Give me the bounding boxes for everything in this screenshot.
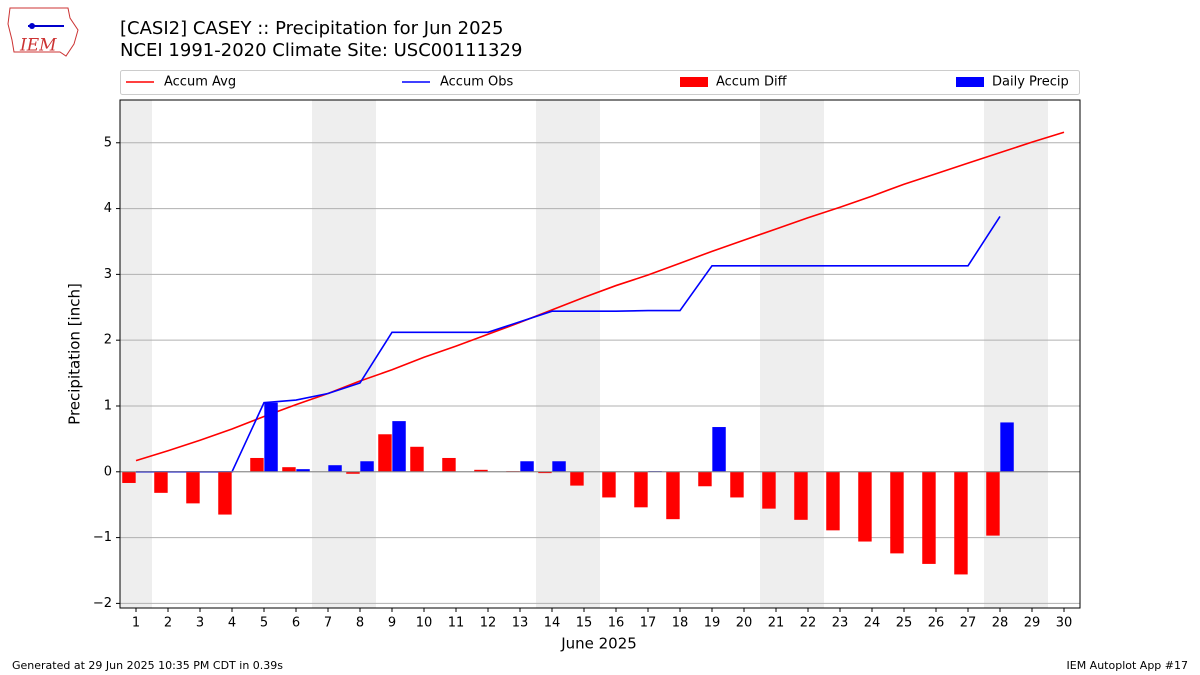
bar [442, 457, 456, 472]
bar [634, 471, 648, 508]
x-tick-label: 14 [544, 616, 561, 631]
legend-swatch [956, 77, 984, 87]
bar [474, 469, 488, 472]
footer-left: Generated at 29 Jun 2025 10:35 PM CDT in… [12, 659, 283, 672]
weekend-shade [536, 100, 600, 608]
x-tick-label: 24 [864, 616, 881, 631]
bar [392, 421, 406, 472]
x-tick-label: 7 [324, 616, 332, 631]
x-tick-label: 3 [196, 616, 204, 631]
x-tick-label: 9 [388, 616, 396, 631]
x-tick-label: 20 [736, 616, 753, 631]
bar [762, 471, 776, 509]
bar [712, 427, 726, 472]
footer-right: IEM Autoplot App #17 [1067, 659, 1189, 672]
x-tick-label: 15 [576, 616, 593, 631]
line [135, 131, 1065, 462]
bar [328, 465, 342, 472]
bar [794, 471, 808, 520]
bar [264, 402, 278, 472]
bar [570, 471, 584, 486]
bar [890, 471, 904, 554]
x-tick-label: 21 [768, 616, 785, 631]
x-tick-label: 4 [228, 616, 236, 631]
legend-label: Accum Avg [164, 75, 236, 90]
chart-subtitle: NCEI 1991-2020 Climate Site: USC00111329 [120, 40, 522, 61]
bar [1000, 422, 1014, 472]
weekend-shade [312, 100, 376, 608]
bar [250, 457, 264, 472]
bar [218, 471, 232, 515]
x-tick-label: 1 [132, 616, 140, 631]
x-tick-label: 22 [800, 616, 817, 631]
y-tick-label: 0 [104, 464, 112, 479]
x-tick-label: 6 [292, 616, 300, 631]
weekend-shade [120, 100, 152, 608]
x-axis-label: June 2025 [560, 635, 637, 653]
line [136, 216, 1001, 473]
legend-label: Accum Obs [440, 75, 513, 90]
x-tick-label: 29 [1024, 616, 1041, 631]
bar [986, 471, 1000, 536]
y-tick-label: 2 [104, 333, 112, 348]
bar [666, 471, 680, 520]
x-tick-label: 16 [608, 616, 625, 631]
logo: IEM [7, 7, 79, 57]
bar [552, 461, 566, 472]
chart-title: [CASI2] CASEY :: Precipitation for Jun 2… [120, 18, 503, 39]
bar [520, 461, 534, 472]
x-tick-label: 27 [960, 616, 977, 631]
bar [154, 471, 168, 493]
x-tick-label: 5 [260, 616, 268, 631]
x-tick-label: 28 [992, 616, 1009, 631]
y-tick-label: 1 [104, 398, 112, 413]
logo-text: IEM [19, 36, 57, 56]
x-tick-label: 19 [704, 616, 721, 631]
y-tick-label: −2 [93, 596, 112, 611]
bar [954, 471, 968, 575]
bar [538, 471, 552, 474]
x-tick-label: 30 [1056, 616, 1073, 631]
legend-swatch [680, 77, 708, 87]
bar [826, 471, 840, 531]
bar [282, 467, 296, 472]
y-axis-label: Precipitation [inch] [66, 283, 84, 425]
y-tick-label: −1 [93, 530, 112, 545]
bar [378, 434, 392, 472]
bar [360, 461, 374, 472]
bar [346, 471, 360, 474]
x-tick-label: 23 [832, 616, 849, 631]
x-tick-label: 12 [480, 616, 497, 631]
x-tick-label: 10 [416, 616, 433, 631]
x-tick-label: 18 [672, 616, 689, 631]
bar [122, 471, 136, 483]
bar [922, 471, 936, 564]
bar [296, 469, 310, 472]
y-tick-label: 5 [104, 135, 112, 150]
bar [858, 471, 872, 542]
bar [698, 471, 712, 487]
legend-label: Daily Precip [992, 75, 1069, 90]
x-tick-label: 17 [640, 616, 657, 631]
x-tick-label: 13 [512, 616, 529, 631]
x-tick-label: 2 [164, 616, 172, 631]
weekend-shade [760, 100, 824, 608]
bar [730, 471, 744, 498]
bar [186, 471, 200, 504]
x-tick-label: 11 [448, 616, 465, 631]
legend-label: Accum Diff [716, 75, 788, 90]
y-tick-label: 4 [104, 201, 112, 216]
legend-box [120, 70, 1080, 95]
y-tick-label: 3 [104, 267, 112, 282]
plot-frame [119, 99, 1081, 609]
x-tick-label: 8 [356, 616, 364, 631]
x-tick-label: 26 [928, 616, 945, 631]
bar [410, 446, 424, 472]
x-tick-label: 25 [896, 616, 913, 631]
bar [602, 471, 616, 498]
